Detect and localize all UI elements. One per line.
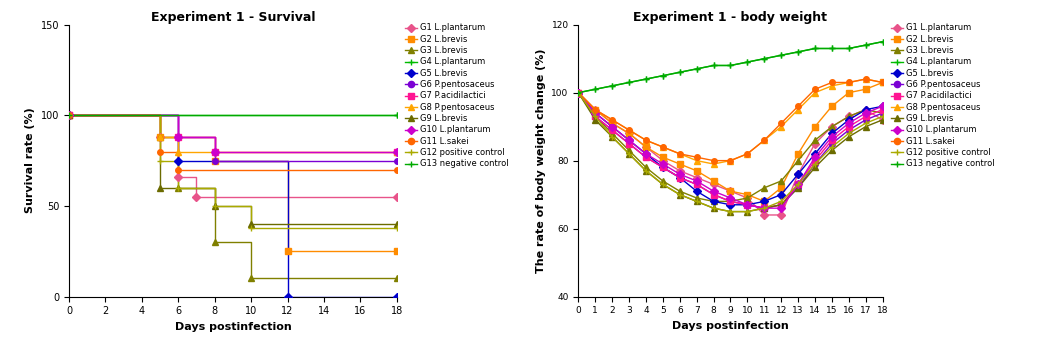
Title: Experiment 1 - body weight: Experiment 1 - body weight: [634, 11, 827, 24]
Legend: G1 L.plantarum, G2 L.brevis, G3 L.brevis, G4 L.plantarum, G5 L.brevis, G6 P.pent: G1 L.plantarum, G2 L.brevis, G3 L.brevis…: [891, 23, 994, 168]
Y-axis label: Survival rate (%): Survival rate (%): [26, 108, 35, 214]
Title: Experiment 1 - Survival: Experiment 1 - Survival: [151, 11, 315, 24]
X-axis label: Days postinfection: Days postinfection: [174, 322, 291, 332]
Legend: G1 L.plantarum, G2 L.brevis, G3 L.brevis, G4 L.plantarum, G5 L.brevis, G6 P.pent: G1 L.plantarum, G2 L.brevis, G3 L.brevis…: [405, 23, 508, 168]
Y-axis label: The rate of body weight change (%): The rate of body weight change (%): [536, 48, 545, 273]
X-axis label: Days postinfection: Days postinfection: [672, 321, 789, 331]
